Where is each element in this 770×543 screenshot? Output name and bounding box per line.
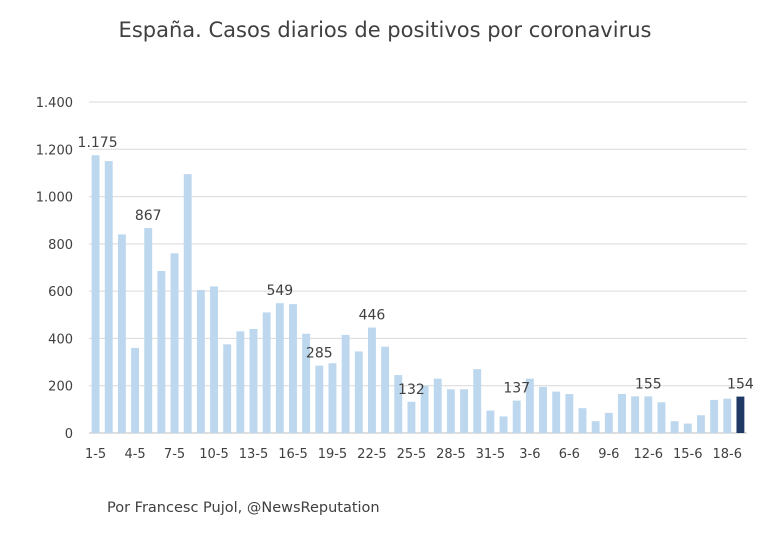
bar-28-5 <box>446 389 455 433</box>
x-tick-label: 12-6 <box>634 447 664 462</box>
x-tick-label: 10-5 <box>199 447 229 462</box>
x-tick-label: 22-5 <box>357 447 387 462</box>
bar-13-6 <box>657 402 666 433</box>
x-tick-label: 31-5 <box>476 447 506 462</box>
y-tick-label: 1.200 <box>36 143 73 158</box>
bar-9-5 <box>196 289 205 433</box>
bar-13-5 <box>249 328 258 433</box>
x-tick-label: 25-5 <box>397 447 427 462</box>
bar-7-5 <box>170 253 179 433</box>
bar-24-5 <box>394 375 403 433</box>
data-label: 155 <box>635 376 662 392</box>
y-tick-label: 1.400 <box>36 96 73 111</box>
bar-21-5 <box>354 351 363 433</box>
bar-14-5 <box>262 312 271 433</box>
x-tick-label: 1-5 <box>85 447 106 462</box>
data-label: 549 <box>266 283 293 299</box>
bar-3-6 <box>525 378 534 433</box>
bar-11-5 <box>223 344 232 433</box>
x-tick-label: 9-6 <box>598 447 619 462</box>
bar-29-5 <box>460 389 469 433</box>
x-tick-label: 19-5 <box>318 447 348 462</box>
bar-20-5 <box>341 334 350 433</box>
data-label: 285 <box>306 346 333 362</box>
y-tick-label: 0 <box>65 427 73 442</box>
bar-5-5 <box>144 228 153 433</box>
bar-22-5 <box>367 327 376 433</box>
y-tick-label: 200 <box>48 380 73 395</box>
x-tick-label: 6-6 <box>559 447 580 462</box>
bar-27-5 <box>433 378 442 433</box>
bar-6-6 <box>565 393 574 433</box>
bar-2-5 <box>104 161 113 433</box>
data-label: 1.175 <box>78 135 118 151</box>
bar-2-6 <box>512 400 521 433</box>
bar-9-6 <box>604 412 613 433</box>
bar-3-5 <box>117 234 126 433</box>
x-tick-label: 15-6 <box>673 447 703 462</box>
data-label: 446 <box>359 308 386 324</box>
bar-11-6 <box>631 396 640 433</box>
y-tick-label: 600 <box>48 285 73 300</box>
x-tick-label: 16-5 <box>278 447 308 462</box>
bar-15-6 <box>683 423 692 433</box>
bar-16-5 <box>289 304 297 433</box>
bar-1-6 <box>499 416 508 433</box>
y-tick-label: 800 <box>48 238 73 253</box>
bar-18-5 <box>315 365 324 433</box>
x-tick-label: 28-5 <box>436 447 466 462</box>
bar-7-6 <box>578 408 587 433</box>
bar-26-5 <box>420 385 429 433</box>
bar-19-5 <box>328 363 337 433</box>
x-tick-label: 4-5 <box>124 447 145 462</box>
bar-8-5 <box>183 174 192 433</box>
bar-17-5 <box>302 333 311 433</box>
data-label: 132 <box>398 382 425 398</box>
bar-17-6 <box>710 399 719 433</box>
bar-5-6 <box>552 391 561 433</box>
bar-23-5 <box>381 346 390 433</box>
bar-6-5 <box>157 271 166 433</box>
credit-text: Por Francesc Pujol, @NewsReputation <box>107 500 380 516</box>
y-tick-label: 400 <box>48 332 73 347</box>
data-label: 154 <box>727 377 754 393</box>
bar-12-5 <box>236 331 245 433</box>
y-tick-label: 1.000 <box>36 191 73 206</box>
x-tick-label: 7-5 <box>164 447 185 462</box>
bar-14-6 <box>670 421 679 433</box>
bar-1-5 <box>91 155 100 434</box>
bar-8-6 <box>591 421 600 433</box>
data-label: 867 <box>135 208 162 224</box>
bar-25-5 <box>407 401 416 433</box>
bar-15-5 <box>275 303 284 433</box>
bar-10-5 <box>210 286 218 433</box>
bar-12-6 <box>644 396 653 433</box>
x-tick-label: 13-5 <box>239 447 269 462</box>
bar-31-5 <box>486 410 495 433</box>
bar-10-6 <box>618 393 626 433</box>
bar-16-6 <box>696 415 705 433</box>
bar-30-5 <box>473 369 482 433</box>
x-tick-label: 3-6 <box>519 447 540 462</box>
bar-19-6 <box>736 396 745 433</box>
bar-4-5 <box>131 347 140 433</box>
bar-18-6 <box>723 398 732 433</box>
bar-4-6 <box>539 386 547 433</box>
chart-title: España. Casos diarios de positivos por c… <box>118 18 652 42</box>
data-label: 137 <box>503 381 530 397</box>
x-tick-label: 18-6 <box>713 447 743 462</box>
